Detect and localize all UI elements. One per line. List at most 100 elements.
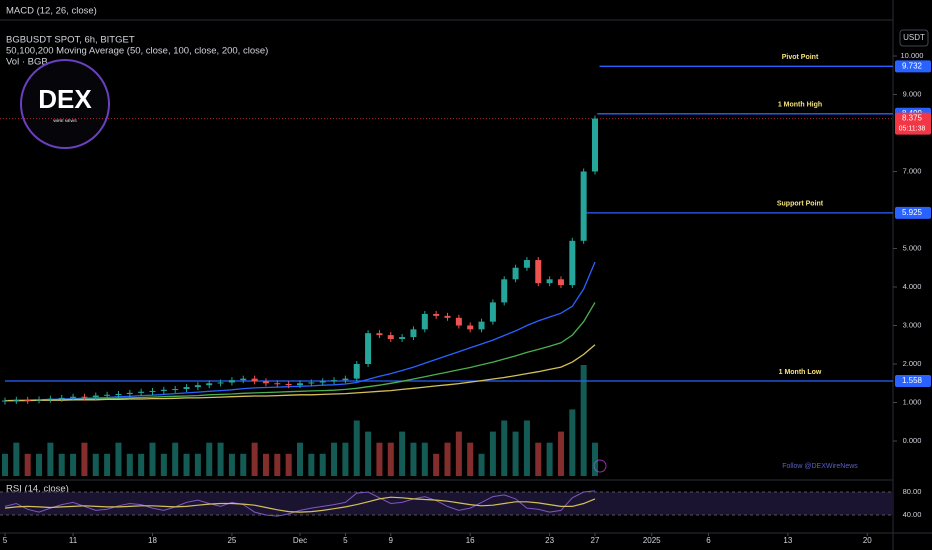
volume-bar: [274, 453, 281, 476]
volume-bar: [410, 442, 417, 476]
moving-average: [5, 302, 596, 402]
candle-body: [376, 333, 383, 336]
y-tick-label: 3.000: [903, 320, 922, 329]
volume-bar: [387, 442, 394, 476]
x-tick-label: 2025: [643, 536, 661, 545]
volume-bar: [308, 453, 315, 476]
level-tag: [895, 60, 931, 73]
volume-bar: [217, 442, 224, 476]
volume-bar: [501, 420, 508, 476]
level-label: 1 Month High: [778, 102, 822, 109]
volume-bar: [194, 453, 201, 476]
candle-body: [217, 382, 224, 384]
volume-bar: [206, 442, 213, 476]
rsi-band: [0, 492, 893, 515]
volume-bar: [342, 442, 349, 476]
volume-bar: [331, 442, 338, 476]
y-tick-label: 5.000: [903, 243, 922, 252]
volume-bar: [535, 442, 542, 476]
logo: DEX WIRE NEWS: [20, 59, 110, 149]
logo-ring: [20, 59, 110, 149]
currency: USDT: [903, 33, 925, 42]
volume-bar: [251, 442, 258, 476]
logo-subtitle: WIRE NEWS: [53, 118, 77, 123]
candle-body: [421, 313, 428, 330]
candle-body: [308, 382, 315, 384]
volume-bar: [569, 409, 576, 476]
volume-bar: [580, 365, 587, 476]
level-tag: [895, 206, 931, 219]
level-tag: [895, 375, 931, 388]
candle-body: [206, 383, 213, 386]
volume-bar: [489, 431, 496, 476]
candle-body: [240, 378, 247, 381]
symbol: BGBUSDT SPOT, 6h, BITGET: [6, 35, 135, 46]
candle-body: [251, 378, 258, 382]
volume-bar: [353, 420, 360, 476]
x-tick-label: 5: [3, 536, 8, 545]
rsi-title: RSI (14, close): [6, 484, 69, 495]
rsi-line: [4, 490, 596, 517]
candle-body: [467, 325, 474, 330]
currency-box: [899, 29, 929, 47]
volume-bar: [115, 442, 122, 476]
candle-body: [149, 390, 156, 392]
candle-body: [160, 389, 167, 391]
candle-body: [399, 337, 406, 339]
volume-bar: [262, 453, 269, 476]
volume-bar: [24, 453, 31, 476]
volume-bar: [467, 442, 474, 476]
x-tick-label: 25: [227, 536, 236, 545]
volume-bar: [285, 453, 292, 476]
moving-average: [5, 344, 596, 402]
volume-bar: [240, 453, 247, 476]
level-tag-label: 1.558: [902, 376, 923, 385]
candle-body: [546, 279, 553, 284]
candle-body: [433, 313, 440, 316]
y-tick-label: 0.000: [903, 436, 922, 445]
candle-body: [285, 384, 292, 386]
x-tick-label: 11: [69, 536, 78, 545]
level-label: 1 Month Low: [779, 369, 822, 376]
candle-body: [501, 279, 508, 303]
ma-legend: 50,100,200 Moving Average (50, close, 10…: [6, 46, 268, 57]
volume-bar: [365, 431, 372, 476]
x-tick-label: Dec: [293, 536, 307, 545]
candle-body: [36, 399, 43, 401]
volume-bar: [421, 442, 428, 476]
volume-bar: [58, 453, 65, 476]
volume-bar: [36, 453, 43, 476]
candle-body: [81, 396, 88, 398]
logo-title: DEX: [38, 84, 92, 114]
candle-body: [24, 399, 31, 401]
candle-body: [228, 380, 235, 383]
volume-label: Vol · BGB: [6, 57, 48, 68]
y-tick-label: 9.000: [903, 89, 922, 98]
volume-bar: [172, 442, 179, 476]
volume-bar: [13, 442, 20, 476]
candle-body: [512, 267, 519, 280]
candle-body: [2, 400, 8, 402]
volume-bar: [478, 453, 485, 476]
volume-bar: [399, 431, 406, 476]
candle-body: [92, 395, 99, 398]
y-tick-label: 1.000: [903, 397, 922, 406]
macd-label: MACD (12, 26, close): [6, 6, 97, 17]
candle-body: [353, 364, 360, 379]
x-tick-label: 6: [706, 536, 711, 545]
volume-bar: [523, 420, 530, 476]
last-price-tag: [895, 112, 931, 135]
candle-body: [489, 302, 496, 322]
volume-bar: [512, 431, 519, 476]
candle-body: [580, 171, 587, 241]
footer: Follow @DEXWireNews: [782, 463, 858, 470]
x-tick-label: 13: [783, 536, 792, 545]
x-tick-label: 5: [343, 536, 348, 545]
volume-bar: [444, 442, 451, 476]
candle-body: [47, 398, 54, 400]
level-tag-label: 9.732: [902, 61, 923, 70]
y-tick-label: 10.000: [901, 51, 924, 60]
volume-bar: [183, 453, 190, 476]
level-label: Pivot Point: [782, 54, 819, 61]
